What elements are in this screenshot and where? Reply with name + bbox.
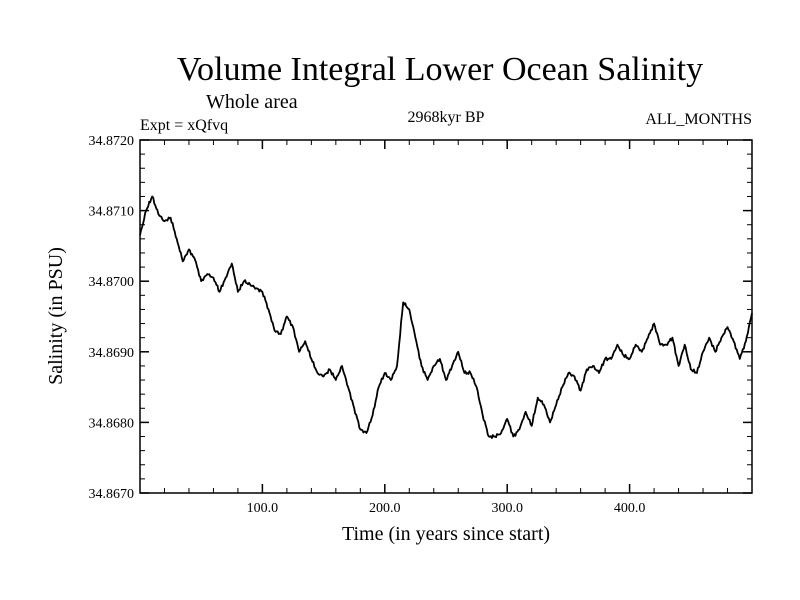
plot-frame [139,139,753,494]
y-tick-label: 34.8680 [89,416,135,431]
chart-title: Volume Integral Lower Ocean Salinity [177,51,703,88]
y-tick-label: 34.8710 [89,205,135,220]
axis-ticks: 100.0 200.0 300.0 400.0 34.8670 34.8680 34.869… [89,134,752,516]
months-label: ALL_MONTHS [645,111,752,128]
experiment-label: Expt = xQfvq [140,117,228,134]
x-tick-label: 200.0 [369,501,401,516]
x-tick-label: 400.0 [614,501,646,516]
y-tick-label: 34.8700 [89,275,135,290]
y-axis-label: Salinity (in PSU) [45,247,67,385]
x-tick-label: 100.0 [247,501,279,516]
y-tick-label: 34.8670 [89,487,135,502]
period-label: 2968kyr BP [408,109,485,126]
y-tick-label: 34.8690 [89,346,135,361]
y-tick-label: 34.8720 [89,134,135,149]
salinity-series-line [139,195,753,439]
x-axis-label: Time (in years since start) [342,523,550,545]
x-tick-label: 300.0 [491,501,523,516]
chart-subtitle: Whole area [206,91,298,113]
